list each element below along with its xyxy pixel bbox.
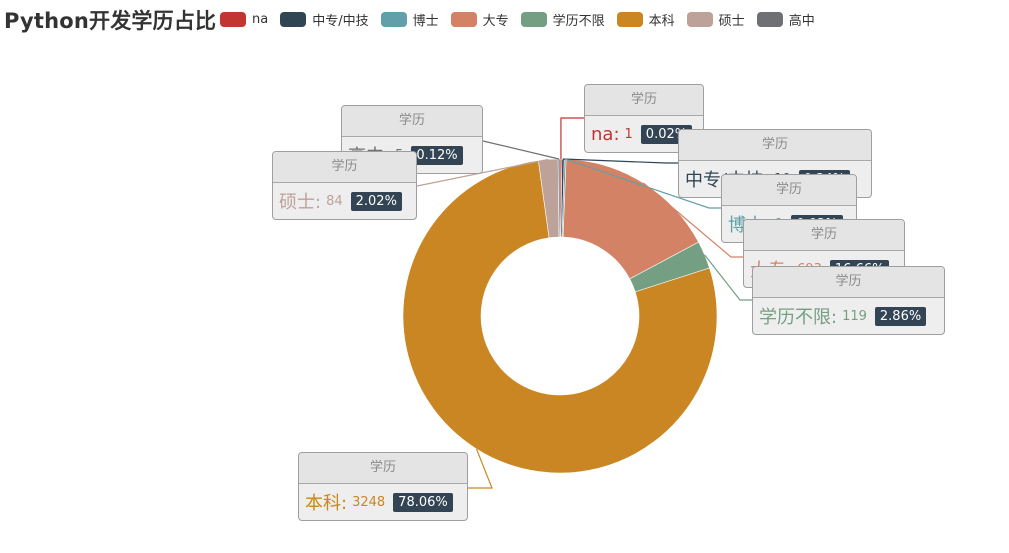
legend-label: 硕士 <box>718 13 745 29</box>
legend-item[interactable]: 高中 <box>756 10 815 29</box>
legend-label: 学历不限 <box>552 13 605 29</box>
slice-label: 学历 na: 1 0.02% <box>584 84 704 153</box>
legend-item[interactable]: 硕士 <box>686 10 745 29</box>
slice-label-value: 1 <box>624 126 633 142</box>
legend-swatch <box>450 11 477 27</box>
legend-swatch <box>616 11 643 27</box>
slice-label-percent: 0.12% <box>411 145 463 165</box>
label-leader-line <box>563 158 678 164</box>
legend-item[interactable]: 学历不限 <box>520 10 605 29</box>
slice-label-body: 硕士: 84 2.02% <box>273 183 416 219</box>
legend-item[interactable]: 本科 <box>616 10 675 29</box>
label-leader-line <box>560 117 584 160</box>
legend-label: 高中 <box>788 13 815 29</box>
slice-label-category: na: <box>591 123 620 145</box>
slice-label: 学历学历不限: 119 2.86% <box>752 266 945 335</box>
slice-label-category: 学历不限: <box>759 307 838 328</box>
slice-label: 学历硕士: 84 2.02% <box>272 151 417 220</box>
slice-label-body: 学历不限: 119 2.86% <box>753 298 944 334</box>
slice-label-percent: 2.86% <box>874 306 927 326</box>
slice-label-value: 84 <box>326 193 343 209</box>
legend-swatch <box>686 11 713 27</box>
slice-label-category: 硕士: <box>279 192 322 213</box>
slice-label-series-name: 学历 <box>753 267 944 298</box>
legend-swatch <box>756 11 783 27</box>
slice-label-series-name: 学历 <box>744 220 904 251</box>
slice-label-series-name: 学历 <box>299 453 467 484</box>
chart-title: Python开发学历占比 <box>4 9 217 33</box>
slice-label-series-name: 学历 <box>585 85 703 116</box>
label-leader-line <box>564 158 721 209</box>
slice-label-series-name: 学历 <box>342 106 482 137</box>
label-leader-line <box>643 182 743 258</box>
legend-swatch <box>380 11 407 27</box>
slice-label-series-name: 学历 <box>722 175 856 206</box>
label-leader-line <box>468 448 493 489</box>
slice-label-series-name: 学历 <box>273 152 416 183</box>
legend-item[interactable]: na <box>220 11 269 27</box>
legend-label: 大专 <box>482 13 509 29</box>
slice-label: 学历本科: 3248 78.06% <box>298 452 468 521</box>
slice-label-percent: 78.06% <box>393 492 453 512</box>
slice-label-series-name: 学历 <box>679 130 871 161</box>
legend-item[interactable]: 大专 <box>450 10 509 29</box>
legend: na 中专/中技 博士 大专 学历不限 本科 硕士 高中 <box>220 9 827 29</box>
label-leader-line <box>416 158 549 187</box>
slice-label-category: 本科: <box>305 493 348 514</box>
legend-label: 博士 <box>412 13 439 29</box>
slice-label-value: 3248 <box>352 494 386 510</box>
legend-label: 中专/中技 <box>312 13 369 29</box>
slice-label-body: 本科: 3248 78.06% <box>299 484 467 520</box>
legend-item[interactable]: 中专/中技 <box>280 10 369 29</box>
legend-swatch <box>220 11 246 27</box>
legend-item[interactable]: 博士 <box>380 10 439 29</box>
pie-slice[interactable] <box>402 160 718 474</box>
label-leader-line <box>704 254 752 301</box>
slice-label-value: 119 <box>842 308 867 324</box>
label-leader-line <box>482 140 560 160</box>
legend-swatch <box>520 11 547 27</box>
legend-label: na <box>252 11 269 27</box>
legend-swatch <box>280 11 307 27</box>
slice-label-percent: 2.02% <box>350 191 402 211</box>
legend-label: 本科 <box>648 13 675 29</box>
